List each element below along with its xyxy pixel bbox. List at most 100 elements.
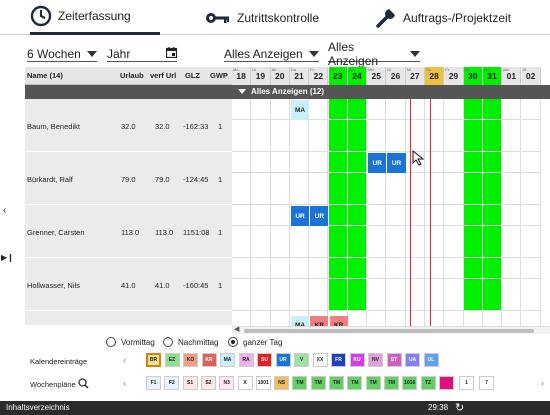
- day-header-30[interactable]: Sa 30: [463, 67, 483, 85]
- kalender-scroll-left-icon[interactable]: ‹: [123, 355, 126, 365]
- chip-1016[interactable]: 1016: [402, 376, 418, 390]
- day-cell[interactable]: [251, 120, 271, 152]
- tab-zeiterfassung[interactable]: Zeiterfassung: [30, 0, 160, 35]
- day-cell[interactable]: [232, 99, 252, 120]
- day-cell[interactable]: [463, 173, 483, 205]
- day-cell[interactable]: [232, 258, 252, 279]
- day-cell[interactable]: [482, 226, 503, 258]
- day-cell[interactable]: [232, 279, 252, 311]
- chip-ua[interactable]: UA: [405, 353, 420, 367]
- day-cell[interactable]: [444, 99, 464, 120]
- chip-f2[interactable]: F2: [164, 376, 180, 390]
- day-header-31[interactable]: So 31: [482, 67, 503, 85]
- day-cell[interactable]: [425, 258, 445, 279]
- search-icon[interactable]: [78, 378, 89, 391]
- day-header-22[interactable]: Fr 22: [309, 67, 329, 85]
- day-cell[interactable]: [367, 120, 387, 152]
- chip-fr[interactable]: FR: [331, 353, 346, 367]
- chip-xx[interactable]: XX: [312, 353, 328, 367]
- table-row[interactable]: Baum, Benedikt 32.0 32.0 -162:33 1: [25, 99, 232, 152]
- day-cell[interactable]: [444, 279, 464, 311]
- day-cell[interactable]: [328, 279, 348, 311]
- day-cell[interactable]: [328, 99, 348, 120]
- radio-nachmittag[interactable]: Nachmittag: [163, 337, 218, 347]
- group-header[interactable]: Alles Anzeigen (12): [232, 85, 550, 99]
- day-cell[interactable]: [232, 173, 252, 205]
- day-cell[interactable]: [309, 258, 329, 279]
- day-cell[interactable]: [463, 279, 483, 311]
- chip-s1[interactable]: S1: [182, 376, 198, 390]
- day-cell[interactable]: [425, 173, 445, 205]
- day-cell[interactable]: [289, 258, 310, 279]
- chip-f1[interactable]: F1: [146, 376, 161, 390]
- day-cell[interactable]: [463, 120, 483, 152]
- day-cell[interactable]: [444, 120, 464, 152]
- horizontal-scrollbar[interactable]: ◀: [232, 326, 550, 334]
- skip-forward-icon[interactable]: ▶❙: [1, 253, 14, 262]
- day-cell[interactable]: [251, 279, 271, 311]
- day-cell[interactable]: [309, 99, 329, 120]
- day-cell[interactable]: [328, 120, 348, 152]
- chip-n3[interactable]: N3: [219, 376, 235, 390]
- chip-tz[interactable]: TZ: [420, 376, 436, 390]
- day-cell[interactable]: [386, 173, 406, 205]
- day-cell[interactable]: [521, 99, 541, 120]
- day-header-18[interactable]: Mo 18: [232, 67, 252, 85]
- day-cell[interactable]: [367, 205, 387, 226]
- period-select[interactable]: 6 Wochen: [27, 46, 97, 62]
- day-cell[interactable]: [309, 120, 329, 152]
- column-header-urlaub[interactable]: Urlaub: [120, 71, 144, 80]
- day-cell[interactable]: [425, 152, 445, 173]
- entry-ur[interactable]: UR: [387, 153, 406, 173]
- day-cell[interactable]: [289, 173, 310, 205]
- day-cell[interactable]: [386, 279, 406, 311]
- chip-ko[interactable]: KO: [183, 353, 198, 367]
- tab-zutrittskontrolle[interactable]: Zutrittskontrolle: [205, 0, 345, 35]
- day-header-28[interactable]: Do 28: [425, 67, 445, 85]
- entry-ur[interactable]: UR: [310, 206, 329, 226]
- day-cell[interactable]: [502, 279, 522, 311]
- day-cell[interactable]: [367, 99, 387, 120]
- day-cell[interactable]: [463, 258, 483, 279]
- day-cell[interactable]: [521, 258, 541, 279]
- day-cell[interactable]: [502, 99, 522, 120]
- day-cell[interactable]: [251, 258, 271, 279]
- day-cell[interactable]: [482, 120, 503, 152]
- day-cell[interactable]: [232, 152, 252, 173]
- day-cell[interactable]: [367, 258, 387, 279]
- day-cell[interactable]: [463, 99, 483, 120]
- day-cell[interactable]: [482, 258, 503, 279]
- chip-ul[interactable]: UL: [423, 353, 439, 367]
- day-cell[interactable]: [482, 279, 503, 311]
- day-cell[interactable]: [521, 279, 541, 311]
- day-header-24[interactable]: So 24: [347, 67, 368, 85]
- scroll-left-icon[interactable]: ◀: [234, 326, 240, 333]
- day-cell[interactable]: [386, 99, 406, 120]
- day-cell[interactable]: [289, 279, 310, 311]
- column-header-gwp[interactable]: GWP: [210, 71, 228, 80]
- chip-tm[interactable]: TM: [329, 376, 344, 390]
- chip-tm[interactable]: TM: [310, 376, 326, 390]
- day-cell[interactable]: [251, 173, 271, 205]
- chip-1001[interactable]: 1001: [255, 376, 271, 390]
- refresh-icon[interactable]: ↻: [455, 402, 465, 414]
- chip-ur[interactable]: UR: [275, 353, 291, 367]
- day-cell[interactable]: [309, 152, 329, 173]
- day-cell[interactable]: [347, 99, 368, 120]
- chip-ma[interactable]: MA: [220, 353, 235, 367]
- day-cell[interactable]: [232, 120, 252, 152]
- entry-ur[interactable]: UR: [290, 206, 310, 226]
- table-row-empty[interactable]: [25, 311, 232, 326]
- day-cell[interactable]: [386, 258, 406, 279]
- day-cell[interactable]: [328, 226, 348, 258]
- day-cell[interactable]: [367, 173, 387, 205]
- chip-tm[interactable]: TM: [365, 376, 381, 390]
- chip-v[interactable]: V: [294, 353, 309, 367]
- day-cell[interactable]: [347, 152, 368, 173]
- column-header-glz[interactable]: GLZ: [185, 71, 200, 80]
- day-cell[interactable]: [386, 120, 406, 152]
- day-cell[interactable]: [270, 152, 290, 173]
- day-cell[interactable]: [425, 99, 445, 120]
- day-cell[interactable]: [482, 205, 503, 226]
- day-cell[interactable]: [270, 173, 290, 205]
